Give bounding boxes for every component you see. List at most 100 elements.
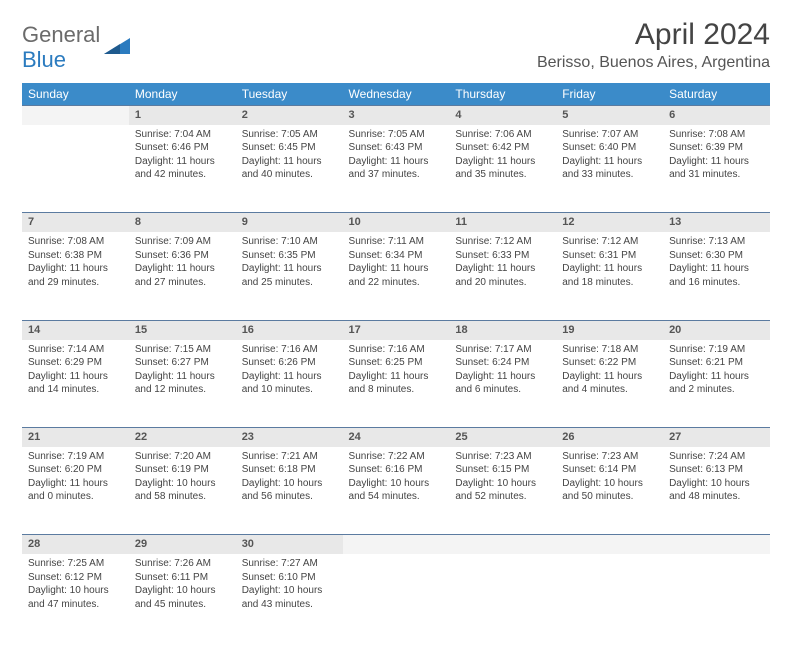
day-cell: Sunrise: 7:21 AMSunset: 6:18 PMDaylight:… <box>236 447 343 535</box>
daylight: Daylight: 11 hours and 0 minutes. <box>28 477 123 504</box>
day-number: 21 <box>22 428 129 447</box>
daylight: Daylight: 11 hours and 14 minutes. <box>28 370 123 397</box>
sunset: Sunset: 6:31 PM <box>562 249 657 263</box>
day-number: 15 <box>129 320 236 339</box>
sunrise: Sunrise: 7:22 AM <box>349 450 444 464</box>
day-cell: Sunrise: 7:05 AMSunset: 6:45 PMDaylight:… <box>236 125 343 213</box>
day-number: 16 <box>236 320 343 339</box>
day-cell: Sunrise: 7:08 AMSunset: 6:39 PMDaylight:… <box>663 125 770 213</box>
sunset: Sunset: 6:12 PM <box>28 571 123 585</box>
daylight: Daylight: 10 hours and 56 minutes. <box>242 477 337 504</box>
sunset: Sunset: 6:30 PM <box>669 249 764 263</box>
day-cell: Sunrise: 7:16 AMSunset: 6:25 PMDaylight:… <box>343 340 450 428</box>
daylight: Daylight: 10 hours and 50 minutes. <box>562 477 657 504</box>
sunrise: Sunrise: 7:25 AM <box>28 557 123 571</box>
sunrise: Sunrise: 7:19 AM <box>669 343 764 357</box>
sunset: Sunset: 6:22 PM <box>562 356 657 370</box>
sunrise: Sunrise: 7:04 AM <box>135 128 230 142</box>
day-number: 3 <box>343 106 450 125</box>
day-cell: Sunrise: 7:26 AMSunset: 6:11 PMDaylight:… <box>129 554 236 642</box>
day-number-row: 14151617181920 <box>22 320 770 339</box>
day-cell <box>22 125 129 213</box>
day-cell: Sunrise: 7:09 AMSunset: 6:36 PMDaylight:… <box>129 232 236 320</box>
daylight: Daylight: 11 hours and 37 minutes. <box>349 155 444 182</box>
day-number: 30 <box>236 535 343 554</box>
day-number: 5 <box>556 106 663 125</box>
daylight: Daylight: 10 hours and 47 minutes. <box>28 584 123 611</box>
weekday-header: Friday <box>556 83 663 106</box>
day-cell: Sunrise: 7:24 AMSunset: 6:13 PMDaylight:… <box>663 447 770 535</box>
sunrise: Sunrise: 7:11 AM <box>349 235 444 249</box>
weekday-header: Sunday <box>22 83 129 106</box>
day-number: 7 <box>22 213 129 232</box>
daylight: Daylight: 11 hours and 18 minutes. <box>562 262 657 289</box>
weekday-header: Tuesday <box>236 83 343 106</box>
day-cell <box>556 554 663 642</box>
calendar: SundayMondayTuesdayWednesdayThursdayFrid… <box>22 83 770 642</box>
sunset: Sunset: 6:15 PM <box>455 463 550 477</box>
sunrise: Sunrise: 7:05 AM <box>242 128 337 142</box>
daylight: Daylight: 11 hours and 10 minutes. <box>242 370 337 397</box>
day-number: 14 <box>22 320 129 339</box>
day-cell: Sunrise: 7:08 AMSunset: 6:38 PMDaylight:… <box>22 232 129 320</box>
sunrise: Sunrise: 7:23 AM <box>562 450 657 464</box>
sunset: Sunset: 6:26 PM <box>242 356 337 370</box>
day-cell: Sunrise: 7:10 AMSunset: 6:35 PMDaylight:… <box>236 232 343 320</box>
day-number <box>22 106 129 125</box>
day-content-row: Sunrise: 7:14 AMSunset: 6:29 PMDaylight:… <box>22 340 770 428</box>
sunset: Sunset: 6:16 PM <box>349 463 444 477</box>
day-cell: Sunrise: 7:12 AMSunset: 6:33 PMDaylight:… <box>449 232 556 320</box>
daylight: Daylight: 10 hours and 54 minutes. <box>349 477 444 504</box>
day-cell: Sunrise: 7:18 AMSunset: 6:22 PMDaylight:… <box>556 340 663 428</box>
sunset: Sunset: 6:18 PM <box>242 463 337 477</box>
day-cell: Sunrise: 7:17 AMSunset: 6:24 PMDaylight:… <box>449 340 556 428</box>
daylight: Daylight: 11 hours and 16 minutes. <box>669 262 764 289</box>
day-cell: Sunrise: 7:19 AMSunset: 6:20 PMDaylight:… <box>22 447 129 535</box>
daylight: Daylight: 11 hours and 33 minutes. <box>562 155 657 182</box>
day-cell: Sunrise: 7:04 AMSunset: 6:46 PMDaylight:… <box>129 125 236 213</box>
day-number: 4 <box>449 106 556 125</box>
sunrise: Sunrise: 7:12 AM <box>455 235 550 249</box>
day-cell: Sunrise: 7:05 AMSunset: 6:43 PMDaylight:… <box>343 125 450 213</box>
daylight: Daylight: 11 hours and 25 minutes. <box>242 262 337 289</box>
day-cell: Sunrise: 7:20 AMSunset: 6:19 PMDaylight:… <box>129 447 236 535</box>
sunrise: Sunrise: 7:19 AM <box>28 450 123 464</box>
day-number: 25 <box>449 428 556 447</box>
title-block: April 2024 Berisso, Buenos Aires, Argent… <box>537 18 770 72</box>
day-cell: Sunrise: 7:16 AMSunset: 6:26 PMDaylight:… <box>236 340 343 428</box>
day-content-row: Sunrise: 7:25 AMSunset: 6:12 PMDaylight:… <box>22 554 770 642</box>
sunset: Sunset: 6:24 PM <box>455 356 550 370</box>
sunset: Sunset: 6:45 PM <box>242 141 337 155</box>
sunrise: Sunrise: 7:08 AM <box>669 128 764 142</box>
sunrise: Sunrise: 7:26 AM <box>135 557 230 571</box>
day-content-row: Sunrise: 7:08 AMSunset: 6:38 PMDaylight:… <box>22 232 770 320</box>
day-cell <box>663 554 770 642</box>
day-cell: Sunrise: 7:23 AMSunset: 6:14 PMDaylight:… <box>556 447 663 535</box>
sunrise: Sunrise: 7:20 AM <box>135 450 230 464</box>
day-cell: Sunrise: 7:25 AMSunset: 6:12 PMDaylight:… <box>22 554 129 642</box>
day-number: 13 <box>663 213 770 232</box>
day-number: 18 <box>449 320 556 339</box>
sunset: Sunset: 6:33 PM <box>455 249 550 263</box>
sunrise: Sunrise: 7:18 AM <box>562 343 657 357</box>
daylight: Daylight: 10 hours and 48 minutes. <box>669 477 764 504</box>
sunset: Sunset: 6:34 PM <box>349 249 444 263</box>
day-number: 9 <box>236 213 343 232</box>
daylight: Daylight: 11 hours and 20 minutes. <box>455 262 550 289</box>
daylight: Daylight: 11 hours and 8 minutes. <box>349 370 444 397</box>
day-cell: Sunrise: 7:22 AMSunset: 6:16 PMDaylight:… <box>343 447 450 535</box>
sunset: Sunset: 6:29 PM <box>28 356 123 370</box>
sunrise: Sunrise: 7:15 AM <box>135 343 230 357</box>
day-cell: Sunrise: 7:06 AMSunset: 6:42 PMDaylight:… <box>449 125 556 213</box>
daylight: Daylight: 10 hours and 45 minutes. <box>135 584 230 611</box>
daylight: Daylight: 11 hours and 42 minutes. <box>135 155 230 182</box>
day-cell: Sunrise: 7:15 AMSunset: 6:27 PMDaylight:… <box>129 340 236 428</box>
sunrise: Sunrise: 7:23 AM <box>455 450 550 464</box>
day-cell: Sunrise: 7:19 AMSunset: 6:21 PMDaylight:… <box>663 340 770 428</box>
day-number: 10 <box>343 213 450 232</box>
day-number: 2 <box>236 106 343 125</box>
daylight: Daylight: 11 hours and 29 minutes. <box>28 262 123 289</box>
sunrise: Sunrise: 7:27 AM <box>242 557 337 571</box>
daylight: Daylight: 10 hours and 58 minutes. <box>135 477 230 504</box>
sunrise: Sunrise: 7:24 AM <box>669 450 764 464</box>
